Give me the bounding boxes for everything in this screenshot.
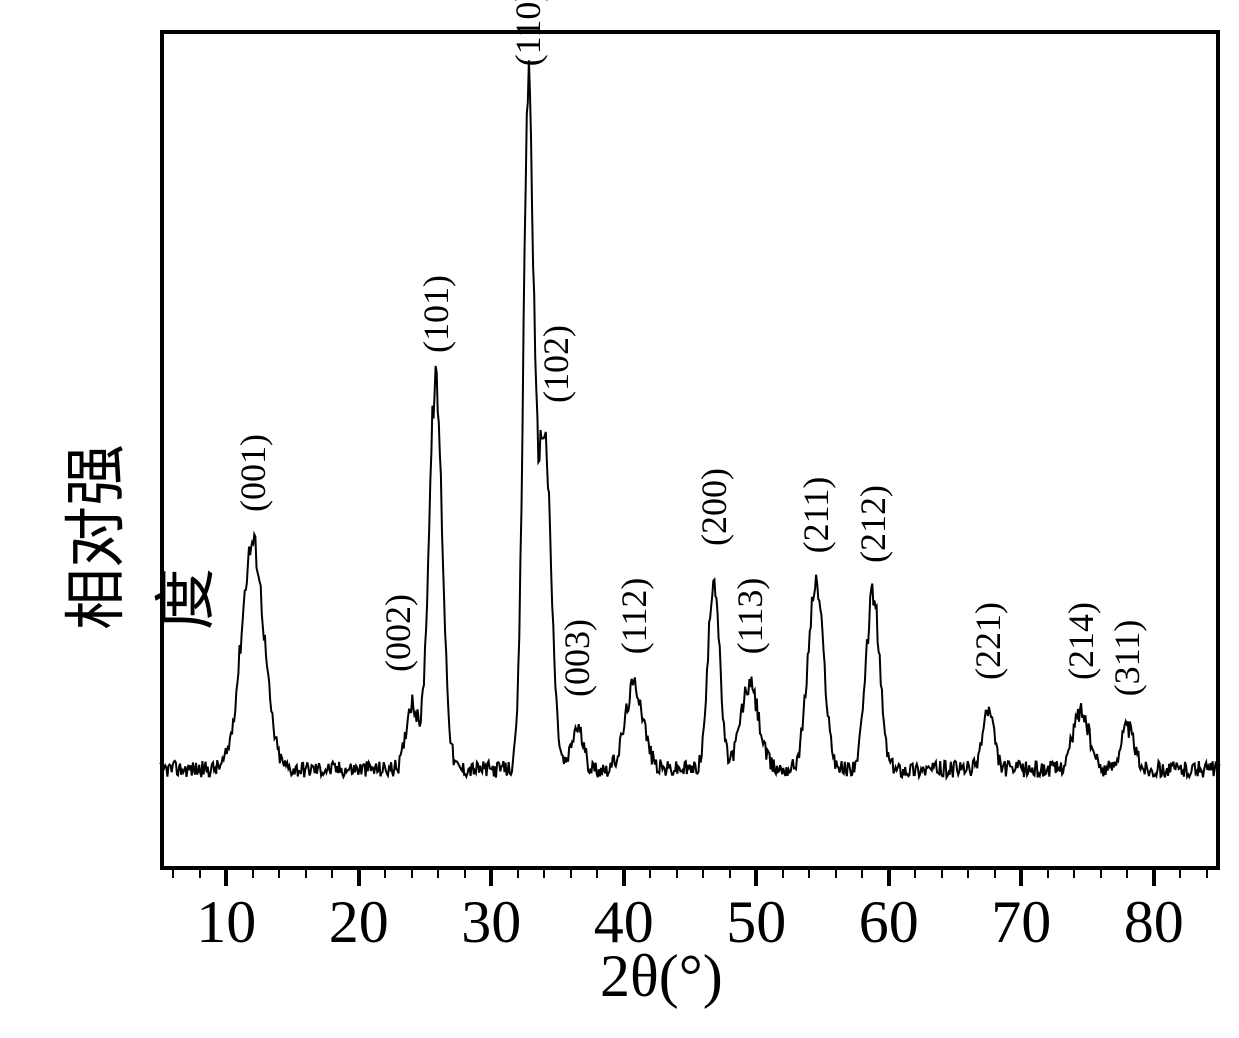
peak-label: (001) <box>232 434 274 512</box>
peak-label: (102) <box>535 325 577 403</box>
peak-label: (200) <box>693 468 735 546</box>
peak-label: (113) <box>729 578 771 655</box>
peak-label: (003) <box>556 619 598 697</box>
peak-label: (002) <box>377 594 419 672</box>
peak-label: (221) <box>967 602 1009 680</box>
peak-label: (212) <box>852 485 894 563</box>
peak-label: (112) <box>613 578 655 655</box>
peak-label: (101) <box>415 275 457 353</box>
peak-label: (110) <box>507 0 549 67</box>
peak-label: (211) <box>795 477 837 554</box>
xrd-trace <box>0 0 1239 1038</box>
peak-label: (311) <box>1106 620 1148 697</box>
peak-label: (214) <box>1060 602 1102 680</box>
